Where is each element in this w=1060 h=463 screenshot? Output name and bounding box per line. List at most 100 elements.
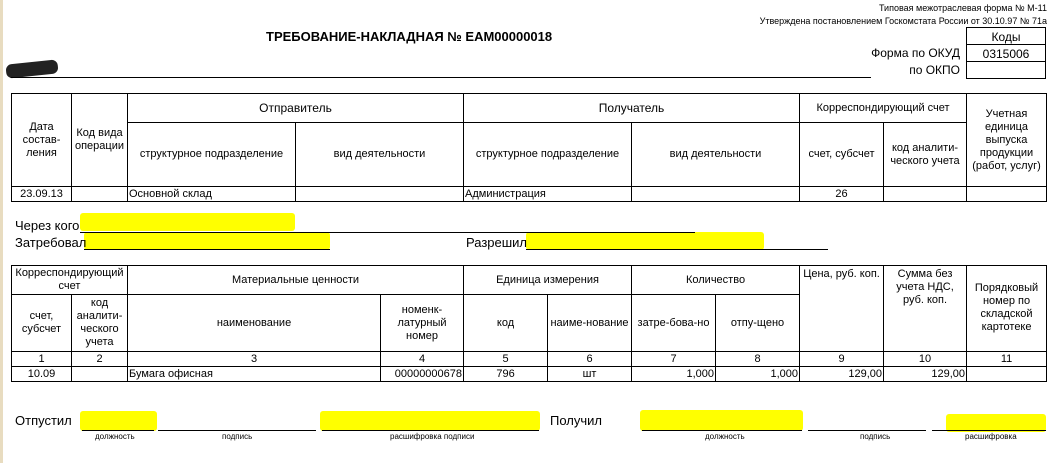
organization-line: [11, 77, 871, 78]
approved-note: Утверждена постановлением Госкомстата Ро…: [759, 16, 1047, 26]
through-label: Через кого: [15, 218, 80, 233]
header-materials: Материальные ценности: [127, 265, 465, 295]
cell-op: [71, 186, 128, 202]
okpo-value: [966, 61, 1046, 79]
header-quantity: Количество: [631, 265, 801, 295]
header-corr-account: Корреспондирующий счет: [798, 93, 968, 123]
cell-receiver-act: [631, 186, 800, 202]
cell-requested: 1,000: [631, 366, 717, 382]
caption-signature: подпись: [222, 432, 253, 441]
header-requested: затре-бова-но: [631, 294, 717, 352]
col-number: 4: [380, 351, 465, 367]
caption-signature: подпись: [860, 432, 891, 441]
released-label: Отпустил: [15, 413, 72, 428]
table-row: 10.09 Бумага офисная 00000000678 796 шт …: [11, 366, 1048, 382]
received-signature-line: [808, 430, 926, 431]
col-number: 6: [547, 351, 633, 367]
header-table: Дата состав-ления Код вида операции Отпр…: [11, 93, 1048, 202]
cell-sender-act: [295, 186, 464, 202]
redacted-requested: [84, 232, 330, 250]
okud-value: 0315006: [966, 44, 1046, 62]
header-accounting-unit: Учетная единица выпуска продукции (работ…: [966, 93, 1048, 187]
released-signature-line: [158, 430, 316, 431]
col-number: 1: [11, 351, 72, 367]
header-analytic-code: код аналити-ческого учета: [70, 294, 129, 352]
released-name-line: [322, 430, 539, 431]
allowed-line: [526, 249, 828, 250]
redacted-released-position: [80, 411, 157, 431]
header-unit: Единица измерения: [463, 265, 633, 295]
caption-decode-signature: расшифровка подписи: [390, 432, 475, 441]
cell-sum: 129,00: [883, 366, 968, 382]
cell-unit: [966, 186, 1048, 202]
col-number: 5: [463, 351, 549, 367]
col-number: 7: [631, 351, 717, 367]
cell-acc: 10.09: [11, 366, 72, 382]
cell-anal: [70, 366, 129, 382]
header-account: счет, субсчет: [799, 122, 884, 187]
released-position-line: [82, 430, 154, 431]
header-price: Цена, руб. коп.: [799, 265, 885, 352]
cell-receiver-struct: Администрация: [463, 186, 632, 202]
cell-anal: [882, 186, 968, 202]
caption-position: должность: [95, 432, 135, 441]
header-order-number: Порядковый номер по складской картотеке: [966, 265, 1048, 352]
redacted-received-name: [946, 414, 1046, 432]
document-title: ТРЕБОВАНИЕ-НАКЛАДНАЯ № ЕАМ00000018: [266, 29, 553, 44]
header-account: счет, субсчет: [11, 294, 72, 352]
redacted-allowed: [526, 232, 764, 250]
cell-price: 129,00: [799, 366, 885, 382]
header-corr-account: Корреспондирующий счет: [10, 265, 129, 295]
cell-date: 23.09.13: [11, 186, 72, 202]
col-number: 11: [966, 351, 1048, 367]
header-receiver-struct: структурное подразделение: [463, 122, 632, 187]
header-operation-code: Код вида операции: [71, 93, 128, 187]
cell-name: Бумага офисная: [127, 366, 382, 382]
redacted-through: [80, 213, 295, 231]
header-date: Дата состав-ления: [11, 93, 72, 187]
column-numbers-row: 1 2 3 4 5 6 7 8 9 10 11: [11, 351, 1048, 367]
cell-unit-code: 796: [463, 366, 549, 382]
header-analytic-code: код аналити-ческого учета: [882, 122, 968, 187]
header-unit-code: код: [463, 294, 549, 352]
through-line: [80, 232, 695, 233]
caption-decode: расшифровка: [965, 432, 1017, 441]
header-sender-activity: вид деятельности: [295, 122, 464, 187]
col-number: 9: [799, 351, 885, 367]
cell-sender-struct: Основной склад: [127, 186, 296, 202]
header-sum: Сумма без учета НДС, руб. коп.: [883, 265, 968, 352]
cell-order: [966, 366, 1048, 382]
header-unit-name: наиме-нование: [547, 294, 633, 352]
caption-position: должность: [705, 432, 745, 441]
col-number: 3: [127, 351, 382, 367]
col-number: 2: [70, 351, 129, 367]
col-number: 10: [883, 351, 968, 367]
header-receiver: Получатель: [463, 93, 800, 123]
requested-label: Затребовал: [15, 235, 87, 250]
header-receiver-activity: вид деятельности: [631, 122, 800, 187]
header-name: наименование: [127, 294, 382, 352]
received-label: Получил: [550, 413, 602, 428]
header-nomenclature: номенк-латурный номер: [380, 294, 465, 352]
redacted-organization: [5, 59, 59, 79]
col-number: 8: [715, 351, 801, 367]
materials-table: Корреспондирующий счет Материальные ценн…: [10, 265, 1048, 382]
cell-unit-name: шт: [547, 366, 633, 382]
okpo-label: по ОКПО: [909, 63, 960, 77]
header-released: отпу-щено: [715, 294, 801, 352]
header-sender: Отправитель: [127, 93, 464, 123]
cell-acc: 26: [799, 186, 884, 202]
okud-label: Форма по ОКУД: [871, 46, 960, 60]
cell-released: 1,000: [715, 366, 801, 382]
received-position-line: [642, 430, 802, 431]
codes-header: Коды: [966, 27, 1046, 45]
table-row: 23.09.13 Основной склад Администрация 26: [11, 186, 1048, 202]
received-name-line: [932, 430, 1046, 431]
cell-nomenclature: 00000000678: [380, 366, 465, 382]
form-type: Типовая межотраслевая форма № М-11: [878, 3, 1047, 13]
redacted-released-name: [320, 411, 540, 431]
requested-line: [84, 249, 330, 250]
allowed-label: Разрешил: [466, 235, 528, 250]
left-border: [0, 0, 3, 463]
